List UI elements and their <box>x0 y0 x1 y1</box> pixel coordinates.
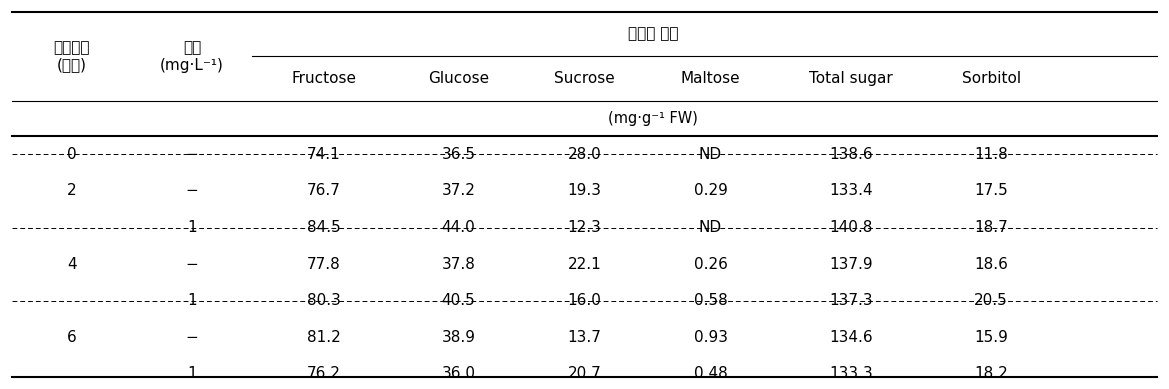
Text: 22.1: 22.1 <box>568 257 601 272</box>
Text: Total sugar: Total sugar <box>809 71 893 86</box>
Text: 137.3: 137.3 <box>829 293 873 308</box>
Text: 28.0: 28.0 <box>568 147 601 162</box>
Text: 0.29: 0.29 <box>693 184 727 198</box>
Text: 44.0: 44.0 <box>442 220 476 235</box>
Text: 37.2: 37.2 <box>442 184 476 198</box>
Text: 20.7: 20.7 <box>568 366 601 381</box>
Text: −: − <box>186 147 199 162</box>
Text: 0.58: 0.58 <box>693 293 727 308</box>
Text: 74.1: 74.1 <box>307 147 340 162</box>
Text: 80.3: 80.3 <box>307 293 341 308</box>
Text: 19.3: 19.3 <box>567 184 602 198</box>
Text: 유리당 함량: 유리당 함량 <box>628 26 678 42</box>
Text: 12.3: 12.3 <box>568 220 601 235</box>
Text: 140.8: 140.8 <box>829 220 872 235</box>
Text: 15.9: 15.9 <box>974 330 1008 345</box>
Text: −: − <box>186 330 199 345</box>
Text: 6: 6 <box>67 330 77 345</box>
Text: 37.8: 37.8 <box>442 257 476 272</box>
Text: 138.6: 138.6 <box>829 147 873 162</box>
Text: (mg·g⁻¹ FW): (mg·g⁻¹ FW) <box>608 111 698 126</box>
Text: 18.2: 18.2 <box>974 366 1008 381</box>
Text: 17.5: 17.5 <box>974 184 1008 198</box>
Text: 18.6: 18.6 <box>974 257 1008 272</box>
Text: 38.9: 38.9 <box>442 330 476 345</box>
Text: 1: 1 <box>187 366 196 381</box>
Text: 16.0: 16.0 <box>568 293 601 308</box>
Text: ND: ND <box>699 220 722 235</box>
Text: 저장기간
(개월): 저장기간 (개월) <box>54 40 90 73</box>
Text: 4: 4 <box>67 257 77 272</box>
Text: Sucrose: Sucrose <box>554 71 615 86</box>
Text: 76.7: 76.7 <box>307 184 341 198</box>
Text: 2: 2 <box>67 184 77 198</box>
Text: 18.7: 18.7 <box>974 220 1008 235</box>
Text: 137.9: 137.9 <box>829 257 873 272</box>
Text: 0: 0 <box>67 147 77 162</box>
Text: 84.5: 84.5 <box>307 220 340 235</box>
Text: −: − <box>186 257 199 272</box>
Text: 76.2: 76.2 <box>307 366 341 381</box>
Text: 1: 1 <box>187 220 196 235</box>
Text: 20.5: 20.5 <box>974 293 1008 308</box>
Text: −: − <box>186 184 199 198</box>
Text: 농도
(mg·L⁻¹): 농도 (mg·L⁻¹) <box>160 40 224 73</box>
Text: 133.4: 133.4 <box>829 184 873 198</box>
Text: Sorbitol: Sorbitol <box>962 71 1021 86</box>
Text: 36.5: 36.5 <box>442 147 476 162</box>
Text: 1: 1 <box>187 293 196 308</box>
Text: Glucose: Glucose <box>428 71 489 86</box>
Text: 81.2: 81.2 <box>307 330 340 345</box>
Text: 13.7: 13.7 <box>568 330 601 345</box>
Text: 40.5: 40.5 <box>442 293 476 308</box>
Text: 11.8: 11.8 <box>974 147 1008 162</box>
Text: 134.6: 134.6 <box>829 330 873 345</box>
Text: 133.3: 133.3 <box>829 366 873 381</box>
Text: Fructose: Fructose <box>291 71 357 86</box>
Text: 0.93: 0.93 <box>693 330 727 345</box>
Text: 36.0: 36.0 <box>442 366 476 381</box>
Text: 0.26: 0.26 <box>693 257 727 272</box>
Text: 77.8: 77.8 <box>307 257 340 272</box>
Text: ND: ND <box>699 147 722 162</box>
Text: Maltose: Maltose <box>680 71 740 86</box>
Text: 0.48: 0.48 <box>693 366 727 381</box>
